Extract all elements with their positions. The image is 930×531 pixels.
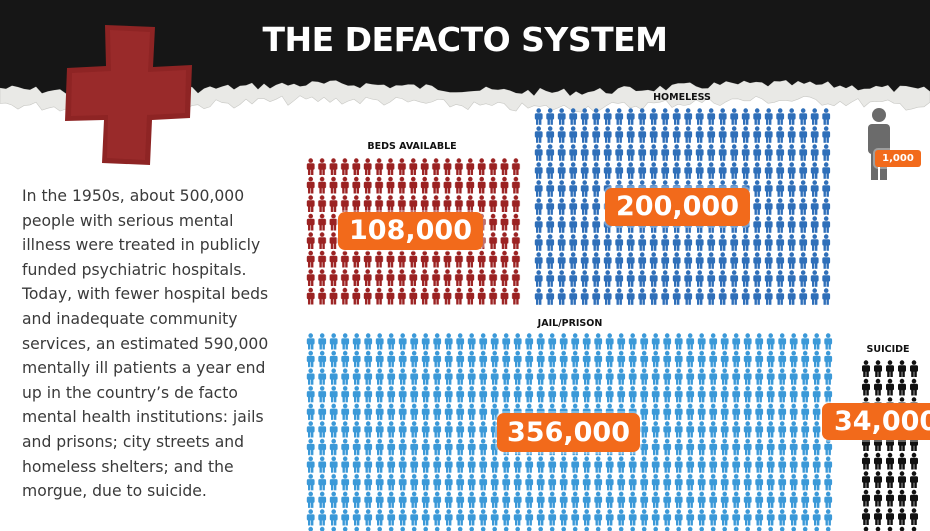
text-line: mentally ill patients a year end: [22, 359, 266, 378]
title: THE DEFACTO SYSTEM: [262, 20, 668, 59]
header-band: [0, 0, 930, 96]
suicide-pictogram: [860, 360, 920, 531]
text-line: In the 1950s, about 500,000: [22, 187, 245, 205]
unit-count: 1,000: [875, 150, 921, 167]
text-line: homeless shelters; and the: [22, 457, 234, 476]
text-line: services, an estimated 590,000: [22, 334, 269, 353]
homeless-label: HOMELESS: [653, 92, 711, 103]
text-line: and prisons; city streets and: [22, 432, 245, 451]
beds-label: BEDS AVAILABLE: [367, 141, 457, 152]
text-line: and inadequate community: [22, 309, 238, 328]
jail-label: JAIL/PRISON: [537, 318, 603, 329]
beds-count: 108,000: [338, 212, 483, 250]
red-cross: [65, 25, 192, 165]
suicide-label: SUICIDE: [866, 344, 910, 355]
homeless-count: 200,000: [605, 188, 750, 226]
text-line: up in the country’s de facto: [22, 383, 238, 402]
text-line: funded psychiatric hospitals.: [22, 260, 247, 279]
suicide-count: 34,000: [822, 403, 930, 440]
text-line: Today, with fewer hospital beds: [22, 285, 269, 304]
text-line: illness were treated in publicly: [22, 236, 261, 255]
text-line: morgue, due to suicide.: [22, 482, 207, 501]
text-line: mental health institutions: jails: [22, 408, 264, 427]
text-line: people with serious mental: [22, 211, 234, 230]
body-text: In the 1950s, about 500,000 people with s…: [22, 184, 268, 504]
jail-count: 356,000: [497, 413, 640, 452]
